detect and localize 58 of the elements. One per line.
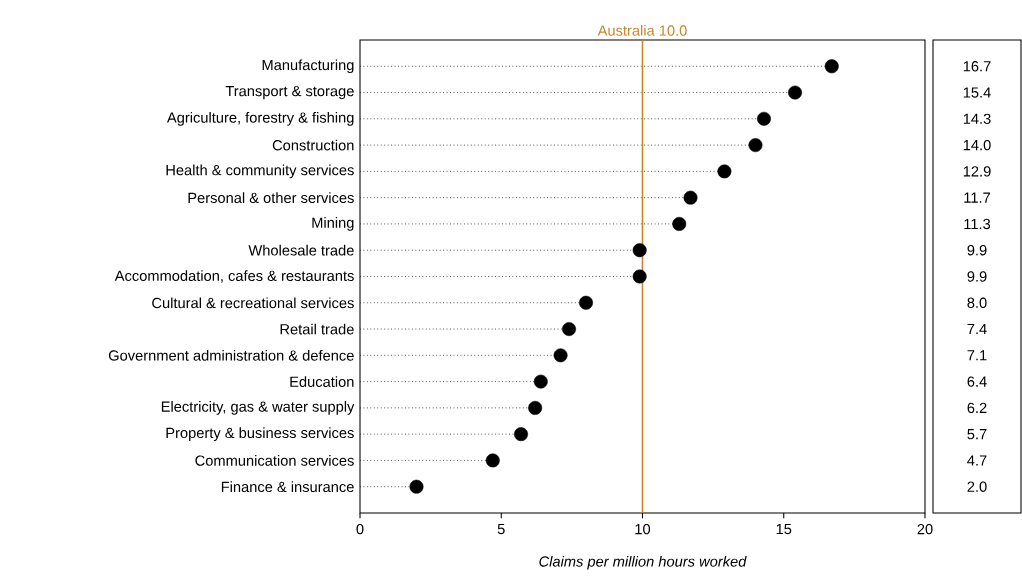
point	[632, 269, 647, 284]
y-tick-label: Communication services	[195, 455, 354, 466]
y-tick-label: Manufacturing	[262, 59, 354, 74]
point	[683, 190, 698, 205]
point	[485, 453, 500, 468]
data-label: 8.0	[967, 297, 987, 308]
y-tick-label: Property & business services	[166, 427, 354, 441]
x-tick-label: 20	[917, 523, 933, 535]
data-label: 7.1	[967, 350, 987, 361]
data-label: 5.7	[967, 429, 987, 440]
point	[562, 322, 576, 336]
ref-line-label: Australia 10.0	[597, 24, 687, 36]
data-label: 12.9	[963, 166, 991, 177]
x-tick-label: 15	[776, 523, 792, 535]
data-label: 9.9	[967, 271, 987, 282]
point	[757, 111, 771, 126]
point	[748, 138, 763, 153]
data-label: 2.0	[967, 481, 987, 492]
point	[528, 400, 543, 415]
point	[409, 479, 424, 494]
point	[514, 427, 528, 442]
x-axis-title: Claims per million hours worked	[539, 555, 747, 570]
data-label: 15.4	[963, 87, 991, 98]
y-tick-label: Electricity, gas & water supply	[161, 401, 355, 415]
point	[672, 217, 687, 231]
y-tick-label: Education	[290, 376, 354, 387]
point	[632, 243, 647, 258]
y-tick-label: Wholesale trade	[248, 244, 354, 256]
y-tick-label: Personal & other services	[188, 192, 354, 204]
data-label: 6.4	[967, 376, 987, 387]
y-tick-label: Cultural & recreational services	[152, 297, 354, 309]
data-label: 11.3	[964, 218, 991, 230]
x-tick-label: 5	[497, 523, 505, 535]
data-label: 14.3	[963, 113, 991, 125]
y-tick-label: Agriculture, forestry & fishing	[166, 111, 354, 126]
data-label: 14.0	[963, 139, 991, 151]
x-tick-label: 0	[356, 523, 364, 535]
data-label: 6.2	[967, 402, 987, 414]
point	[788, 85, 802, 100]
data-label: 4.7	[967, 455, 987, 466]
y-tick-label: Mining	[312, 217, 354, 231]
point	[553, 348, 568, 363]
y-tick-label: Transport & storage	[225, 85, 354, 100]
y-tick-label: Accommodation, cafes & restaurants	[114, 270, 354, 283]
data-label: 16.7	[963, 61, 991, 72]
x-tick-label: 10	[635, 523, 651, 535]
point	[824, 59, 839, 74]
y-tick-label: Construction	[272, 139, 354, 151]
data-label: 9.9	[967, 245, 987, 256]
point	[533, 374, 548, 389]
y-tick-label: Health & community services	[166, 164, 354, 179]
point	[579, 295, 593, 310]
y-tick-label: Finance & insurance	[221, 481, 354, 493]
data-label: 7.4	[967, 324, 987, 335]
point	[717, 164, 732, 179]
y-tick-label: Retail trade	[280, 323, 354, 335]
data-label: 11.7	[964, 192, 990, 203]
y-tick-label: Government administration & defence	[108, 349, 354, 361]
